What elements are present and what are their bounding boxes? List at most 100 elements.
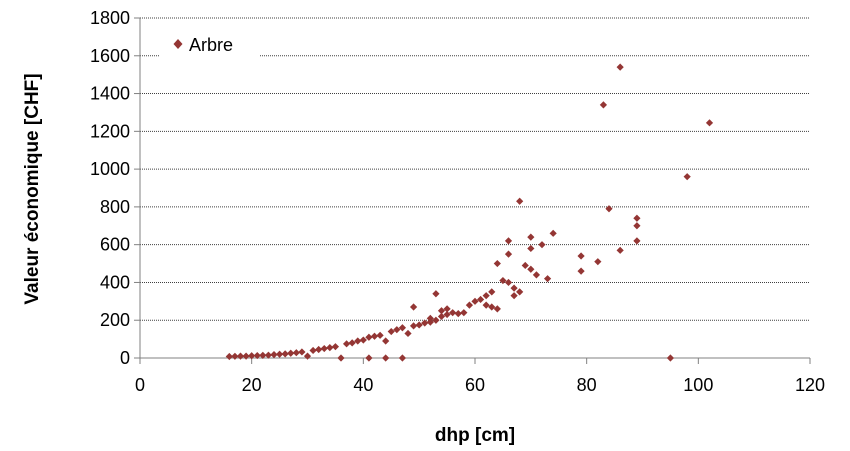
- data-point: [616, 63, 624, 71]
- data-point: [527, 233, 535, 241]
- data-point: [225, 352, 233, 361]
- data-point: [705, 119, 714, 127]
- data-point: [398, 354, 407, 362]
- y-tick-label: 600: [100, 235, 130, 255]
- data-point: [359, 336, 367, 344]
- y-tick-label: 0: [120, 348, 130, 368]
- data-point: [683, 173, 691, 181]
- data-point: [409, 322, 418, 330]
- data-point: [599, 101, 608, 109]
- data-point: [577, 252, 585, 260]
- data-point: [666, 354, 675, 362]
- data-point: [404, 329, 412, 338]
- data-point: [504, 237, 513, 245]
- x-tick-label: 40: [353, 375, 373, 395]
- data-point: [309, 346, 317, 355]
- data-point: [443, 305, 451, 313]
- data-point: [527, 265, 535, 273]
- data-point: [331, 343, 340, 351]
- data-point: [415, 321, 423, 329]
- x-tick-label: 80: [577, 375, 597, 395]
- data-point: [337, 354, 345, 362]
- gridlines: [140, 17, 810, 321]
- data-point: [488, 288, 496, 296]
- data-point: [348, 339, 356, 347]
- y-tick-label: 200: [100, 310, 130, 330]
- data-point: [605, 205, 613, 213]
- tick-labels: 0 200 400 600 800 1000 1200 1400 1600 1800 0 20 40 60…: [90, 8, 825, 395]
- data-point: [421, 319, 429, 327]
- data-point: [315, 345, 323, 354]
- data-point: [426, 318, 434, 326]
- data-point: [594, 258, 602, 266]
- data-point: [298, 348, 306, 356]
- x-tick-label: 20: [242, 375, 262, 395]
- data-point: [393, 326, 401, 334]
- y-axis-title: Valeur économique [CHF]: [22, 73, 43, 304]
- data-point: [454, 310, 462, 318]
- y-tick-label: 1400: [90, 84, 130, 104]
- data-point: [510, 292, 518, 300]
- data-point: [292, 349, 300, 357]
- data-point: [633, 214, 641, 222]
- data-point: [532, 271, 541, 279]
- data-point: [382, 337, 390, 345]
- data-point: [365, 333, 373, 341]
- data-point: [493, 305, 501, 313]
- data-point: [460, 309, 468, 317]
- legend-label: Arbre: [189, 35, 233, 55]
- data-point: [476, 295, 485, 304]
- y-tick-label: 1000: [90, 159, 130, 179]
- data-point: [504, 250, 513, 258]
- data-point: [493, 259, 501, 268]
- y-tick-label: 1600: [90, 46, 130, 66]
- data-point: [398, 324, 407, 332]
- data-point: [426, 314, 434, 322]
- axes: [134, 17, 811, 364]
- y-tick-label: 1800: [90, 8, 130, 28]
- data-point: [326, 344, 334, 352]
- data-point: [248, 352, 256, 360]
- legend-marker-diamond-icon: [173, 39, 183, 49]
- data-point: [577, 267, 585, 275]
- data-point: [370, 332, 379, 340]
- data-point: [538, 241, 546, 249]
- x-tick-label: 60: [465, 375, 485, 395]
- data-point: [510, 284, 518, 292]
- data-point: [465, 301, 474, 309]
- data-point: [521, 261, 529, 270]
- data-point: [242, 352, 250, 360]
- data-points: [225, 63, 714, 362]
- data-point: [342, 340, 351, 348]
- data-point: [376, 331, 384, 339]
- data-point: [365, 354, 373, 362]
- data-point: [616, 246, 624, 254]
- y-tick-label: 400: [100, 272, 130, 292]
- data-point: [437, 312, 446, 321]
- data-point: [488, 303, 496, 311]
- data-point: [409, 303, 418, 311]
- data-point: [432, 316, 440, 324]
- data-point: [259, 351, 267, 359]
- data-point: [543, 275, 552, 283]
- data-point: [275, 350, 284, 358]
- data-point: [633, 237, 641, 245]
- data-point: [253, 351, 261, 360]
- data-point: [482, 301, 490, 309]
- data-point: [236, 352, 245, 360]
- data-point: [549, 229, 557, 237]
- data-point: [231, 352, 239, 360]
- data-point: [437, 307, 446, 315]
- data-point: [504, 278, 513, 287]
- x-tick-label: 120: [795, 375, 825, 395]
- y-tick-label: 800: [100, 197, 130, 217]
- data-point: [281, 350, 289, 358]
- data-point: [320, 344, 328, 353]
- data-point: [387, 327, 395, 336]
- data-point: [516, 288, 524, 296]
- data-point: [499, 276, 507, 285]
- data-point: [264, 351, 273, 359]
- x-axis-title: dhp [cm]: [435, 425, 515, 446]
- data-point: [287, 349, 295, 357]
